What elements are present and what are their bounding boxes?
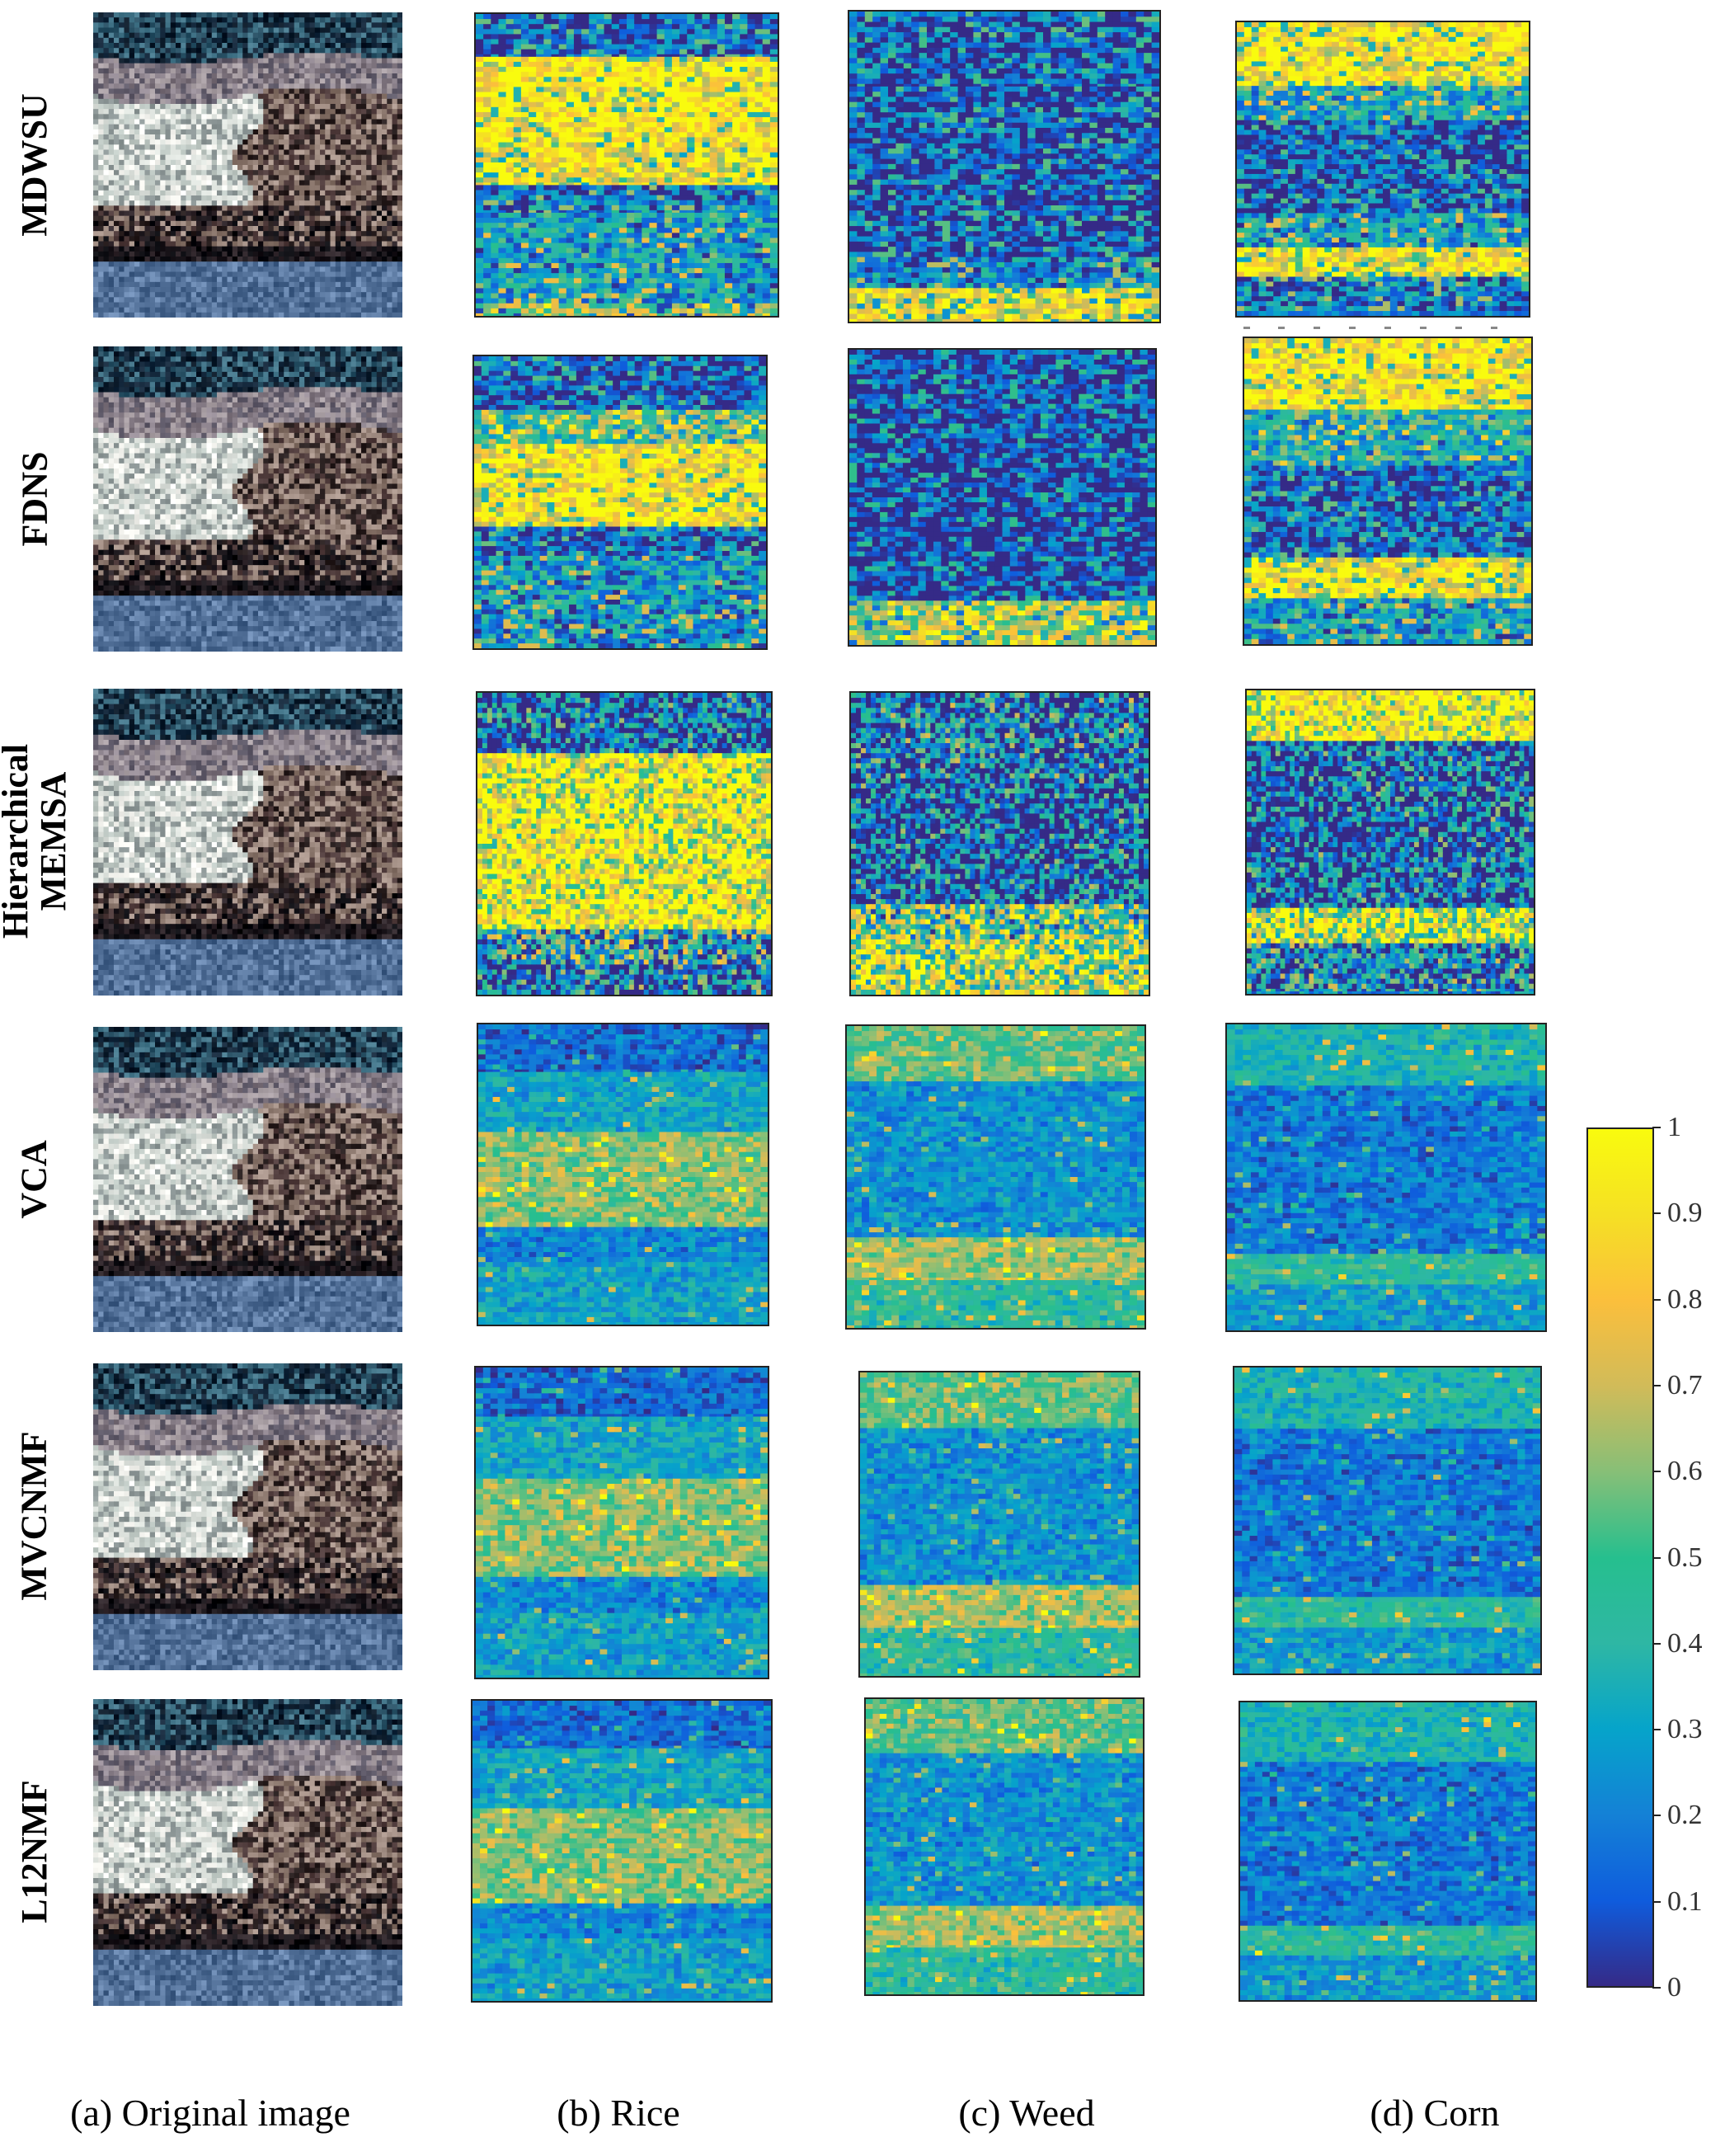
rice-map-hierarchical-memsa — [476, 691, 773, 996]
rice-map-mdwsu — [474, 12, 779, 318]
caption-weed: (c) Weed — [919, 2091, 1134, 2135]
colorbar — [1586, 1127, 1654, 1988]
caption-rice: (b) Rice — [519, 2091, 717, 2135]
caption-corn: (d) Corn — [1336, 2091, 1534, 2135]
colorbar-tick — [1652, 1557, 1661, 1559]
colorbar-tick-label: 1 — [1667, 1113, 1681, 1142]
corn-map-mdwsu — [1235, 21, 1530, 318]
colorbar-tick — [1652, 1212, 1661, 1214]
rice-map-mvcnmf — [474, 1366, 769, 1679]
original-image-hierarchical-memsa — [93, 689, 402, 996]
colorbar-tick — [1652, 1299, 1661, 1301]
original-image-vca — [93, 1027, 402, 1332]
corn-map-mvcnmf — [1233, 1366, 1542, 1675]
colorbar-tick — [1652, 1815, 1661, 1816]
weed-map-fdns — [848, 348, 1157, 647]
corn-map-axis-ticks — [1235, 325, 1530, 332]
caption-original-image: (a) Original image — [45, 2091, 375, 2135]
weed-map-mdwsu — [848, 10, 1161, 323]
colorbar-tick-label: 0 — [1667, 1974, 1681, 2002]
colorbar-tick — [1652, 1643, 1661, 1645]
colorbar-tick-label: 0.8 — [1667, 1286, 1703, 1314]
rice-map-vca — [477, 1023, 769, 1326]
colorbar-tick-label: 0.5 — [1667, 1544, 1703, 1572]
weed-map-hierarchical-memsa — [849, 691, 1150, 996]
row-label-l12nmf: L12NMF — [10, 1699, 59, 2004]
colorbar-tick-label: 0.3 — [1667, 1716, 1703, 1744]
colorbar-tick — [1652, 1127, 1661, 1128]
rice-map-l12nmf — [471, 1699, 773, 2003]
original-image-mvcnmf — [93, 1363, 402, 1670]
colorbar-tick-label: 0.1 — [1667, 1888, 1703, 1916]
colorbar-tick — [1652, 1729, 1661, 1730]
row-label-mdwsu: MDWSU — [10, 12, 59, 318]
colorbar-tick — [1652, 1901, 1661, 1903]
rice-map-fdns — [472, 355, 768, 650]
original-image-fdns — [93, 346, 402, 652]
colorbar-tick — [1652, 1385, 1661, 1386]
corn-map-hierarchical-memsa — [1245, 689, 1535, 996]
corn-map-l12nmf — [1239, 1701, 1537, 2002]
weed-map-vca — [845, 1024, 1146, 1330]
colorbar-tick — [1652, 1987, 1661, 1989]
row-label-mvcnmf: MVCNMF — [10, 1363, 59, 1669]
colorbar-tick — [1652, 1471, 1661, 1472]
corn-map-vca — [1225, 1023, 1547, 1332]
colorbar-tick-label: 0.2 — [1667, 1801, 1703, 1829]
colorbar-tick-label: 0.9 — [1667, 1199, 1703, 1227]
colorbar-tick-label: 0.4 — [1667, 1630, 1703, 1658]
weed-map-l12nmf — [864, 1697, 1145, 1996]
colorbar-tick-label: 0.7 — [1667, 1372, 1703, 1400]
row-label-vca: VCA — [10, 1027, 59, 1332]
row-label-fdns: FDNS — [10, 346, 59, 652]
weed-map-mvcnmf — [858, 1371, 1140, 1678]
corn-map-fdns — [1243, 337, 1533, 646]
original-image-l12nmf — [93, 1699, 402, 2006]
colorbar-tick-label: 0.6 — [1667, 1457, 1703, 1485]
original-image-mdwsu — [93, 12, 402, 318]
row-label-hierarchical-memsa: Hierarchical MEMSA — [10, 689, 59, 994]
